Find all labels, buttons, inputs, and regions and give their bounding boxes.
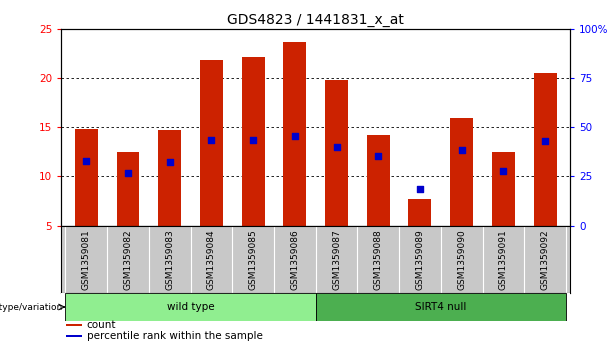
- Text: GSM1359091: GSM1359091: [499, 229, 508, 290]
- Text: count: count: [87, 320, 116, 330]
- Point: [165, 159, 175, 165]
- Title: GDS4823 / 1441831_x_at: GDS4823 / 1441831_x_at: [227, 13, 404, 26]
- Text: GSM1359092: GSM1359092: [541, 229, 550, 290]
- Text: SIRT4 null: SIRT4 null: [415, 302, 466, 312]
- Point: [415, 186, 425, 192]
- Point: [540, 138, 550, 144]
- Point: [290, 133, 300, 139]
- Bar: [316, 293, 566, 321]
- Bar: [492, 152, 515, 226]
- Point: [332, 144, 341, 150]
- Bar: [408, 199, 432, 226]
- Point: [82, 158, 91, 164]
- Bar: [158, 130, 181, 226]
- Text: wild type: wild type: [167, 302, 215, 312]
- Bar: [200, 60, 223, 226]
- Text: GSM1359089: GSM1359089: [416, 229, 424, 290]
- Bar: [533, 73, 557, 226]
- Text: GSM1359082: GSM1359082: [124, 229, 132, 290]
- Bar: [66, 324, 82, 326]
- Bar: [116, 152, 140, 226]
- Text: GSM1359081: GSM1359081: [82, 229, 91, 290]
- Text: GSM1359083: GSM1359083: [166, 229, 174, 290]
- Point: [498, 168, 508, 174]
- Text: GSM1359085: GSM1359085: [249, 229, 257, 290]
- Bar: [66, 293, 316, 321]
- Point: [373, 153, 383, 159]
- Text: GSM1359084: GSM1359084: [207, 229, 216, 290]
- Point: [123, 170, 133, 175]
- Point: [248, 137, 258, 143]
- Text: GSM1359088: GSM1359088: [374, 229, 383, 290]
- Bar: [75, 129, 98, 226]
- Text: genotype/variation: genotype/variation: [0, 302, 63, 311]
- Text: GSM1359087: GSM1359087: [332, 229, 341, 290]
- Text: GSM1359090: GSM1359090: [457, 229, 466, 290]
- Bar: [66, 335, 82, 337]
- Bar: [367, 135, 390, 226]
- Bar: [450, 118, 473, 226]
- Bar: [283, 42, 306, 226]
- Bar: [242, 57, 265, 226]
- Point: [207, 137, 216, 143]
- Text: percentile rank within the sample: percentile rank within the sample: [87, 331, 262, 341]
- Bar: [325, 80, 348, 226]
- Text: GSM1359086: GSM1359086: [291, 229, 299, 290]
- Point: [457, 147, 466, 153]
